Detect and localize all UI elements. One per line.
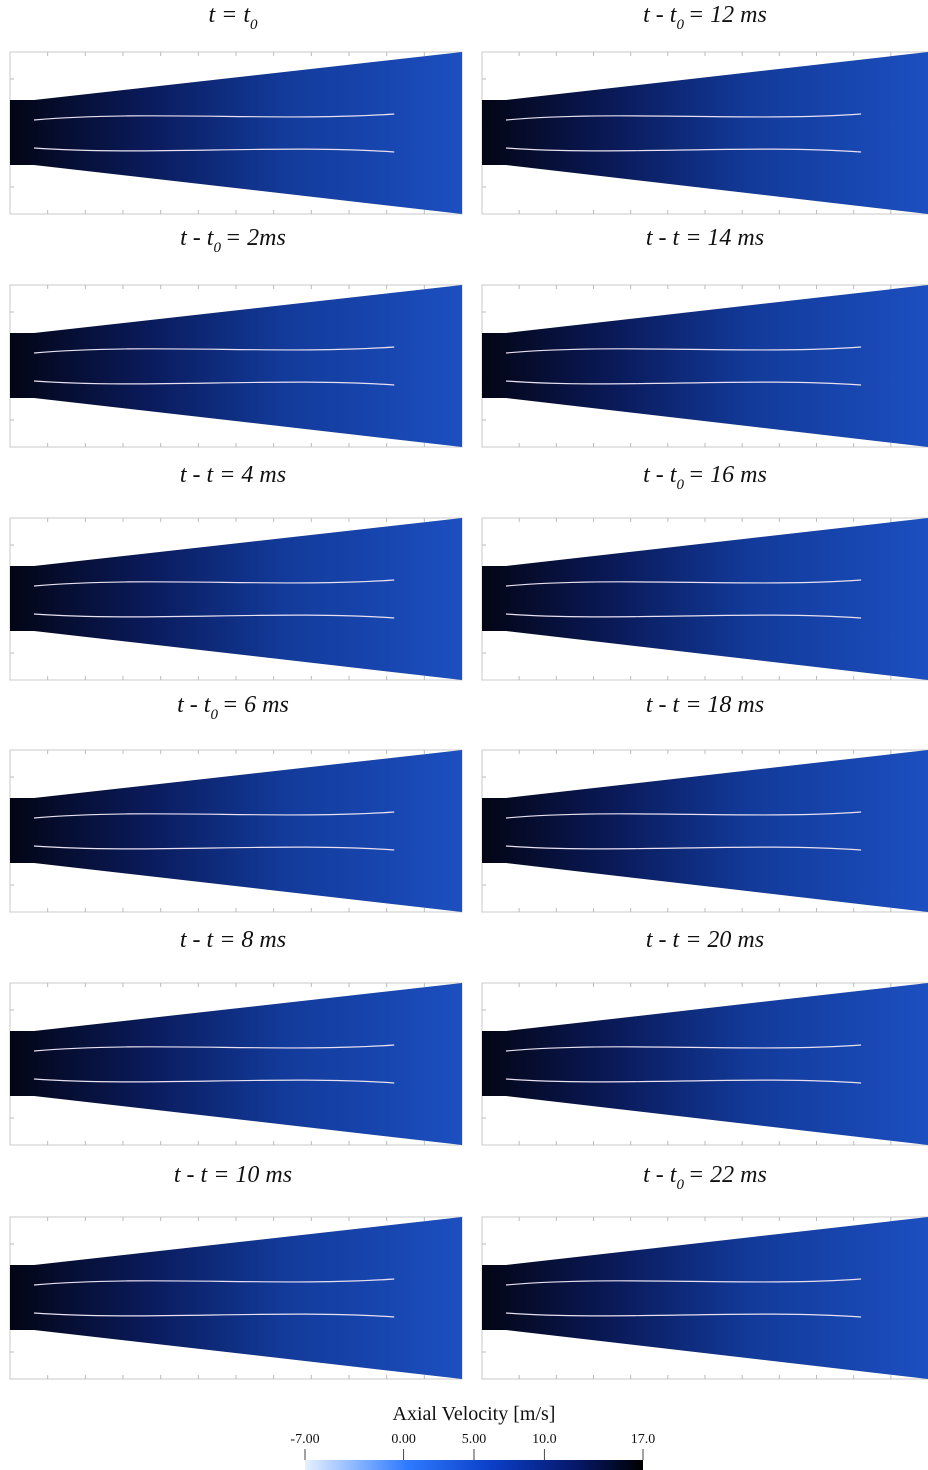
colorbar-tick-label: 10.0 — [532, 1432, 557, 1447]
panel-title: t - t0= 16 ms — [643, 462, 767, 493]
title-text: t - t = 14 ms — [646, 225, 764, 251]
title-text: t - t = 4 ms — [180, 462, 286, 488]
colorbar-tick-label: 5.00 — [462, 1432, 487, 1447]
title-text: t - t = 8 ms — [180, 927, 286, 953]
title-text: t = t — [208, 2, 251, 28]
colorbar-title: Axial Velocity [m/s] — [393, 1403, 556, 1425]
title-subscript: 0 — [676, 17, 684, 33]
title-subscript: 0 — [210, 707, 218, 723]
title-text: t - t — [643, 2, 678, 28]
flow-field — [10, 983, 462, 1145]
flow-field — [482, 518, 928, 680]
panel-title: t - t0= 6 ms — [177, 692, 289, 723]
title-text: = 22 ms — [688, 1162, 767, 1188]
panel-title: t - t = 10 ms — [174, 1162, 292, 1188]
title-text: = 6 ms — [222, 692, 289, 718]
panel-title: t - t = 8 ms — [180, 927, 286, 953]
flow-field — [482, 983, 928, 1145]
title-text: = 2ms — [225, 225, 286, 251]
title-text: t - t = 18 ms — [646, 692, 764, 718]
title-text: t - t — [177, 692, 212, 718]
flow-field — [10, 750, 462, 912]
panel-title: t - t = 4 ms — [180, 462, 286, 488]
flow-field — [10, 285, 462, 447]
title-subscript: 0 — [213, 240, 221, 256]
flow-field — [10, 518, 462, 680]
flow-field — [482, 750, 928, 912]
title-text: t - t — [643, 462, 678, 488]
panel-title: t = t0 — [208, 2, 258, 33]
panel-title: t - t = 14 ms — [646, 225, 764, 251]
panel-title: t - t0= 2ms — [180, 225, 286, 256]
panel-title: t - t0= 22 ms — [643, 1162, 767, 1193]
panel-title: t - t0= 12 ms — [643, 2, 767, 33]
figure: t = t0t - t0= 12 mst - t0= 2mst - t = 14… — [0, 0, 928, 1470]
title-text: t - t = 20 ms — [646, 927, 764, 953]
title-text: = 12 ms — [688, 2, 767, 28]
flow-field — [10, 1217, 462, 1379]
colorbar-tick-label: 0.00 — [391, 1432, 416, 1447]
colorbar-tick-label: -7.00 — [290, 1432, 319, 1447]
flow-field — [10, 52, 462, 214]
flow-field — [482, 1217, 928, 1379]
title-text: t - t — [643, 1162, 678, 1188]
flow-field — [482, 52, 928, 214]
title-subscript: 0 — [676, 1177, 684, 1193]
title-text: t - t = 10 ms — [174, 1162, 292, 1188]
panel-title: t - t = 20 ms — [646, 927, 764, 953]
title-text: t - t — [180, 225, 215, 251]
title-subscript: 0 — [250, 17, 258, 33]
panel-title: t - t = 18 ms — [646, 692, 764, 718]
colorbar — [305, 1460, 643, 1470]
flow-field — [482, 285, 928, 447]
colorbar-tick-label: 17.0 — [631, 1432, 656, 1447]
title-text: = 16 ms — [688, 462, 767, 488]
title-subscript: 0 — [676, 477, 684, 493]
